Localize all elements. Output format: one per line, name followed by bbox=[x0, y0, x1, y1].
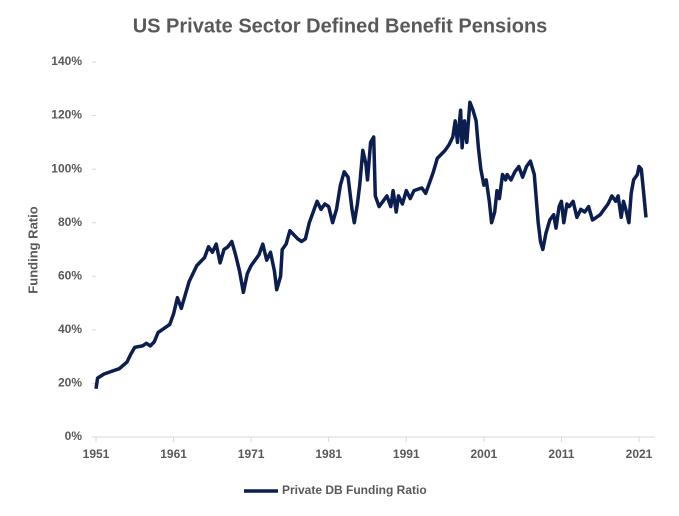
x-tick-label: 2001 bbox=[471, 447, 498, 461]
y-tick-label: 40% bbox=[58, 322, 82, 336]
y-tick-label: 0% bbox=[65, 429, 83, 443]
y-tick-label: 20% bbox=[58, 376, 82, 390]
x-tick-label: 1981 bbox=[315, 447, 342, 461]
chart-title: US Private Sector Defined Benefit Pensio… bbox=[133, 15, 548, 37]
y-tick-label: 120% bbox=[51, 108, 82, 122]
x-tick-label: 1951 bbox=[83, 447, 110, 461]
y-tick-label: 100% bbox=[51, 161, 82, 175]
x-tick-label: 2021 bbox=[626, 447, 653, 461]
x-tick-label: 1971 bbox=[238, 447, 265, 461]
x-tick-label: 2011 bbox=[548, 447, 574, 461]
y-tick-label: 80% bbox=[58, 215, 82, 229]
legend-label: Private DB Funding Ratio bbox=[282, 483, 427, 497]
y-axis-title: Funding Ratio bbox=[25, 206, 40, 293]
y-tick-label: 60% bbox=[58, 268, 82, 282]
data-line bbox=[94, 100, 648, 390]
x-tick-label: 1991 bbox=[393, 447, 420, 461]
y-tick-label: 140% bbox=[51, 54, 82, 68]
x-tick-label: 1961 bbox=[160, 447, 187, 461]
